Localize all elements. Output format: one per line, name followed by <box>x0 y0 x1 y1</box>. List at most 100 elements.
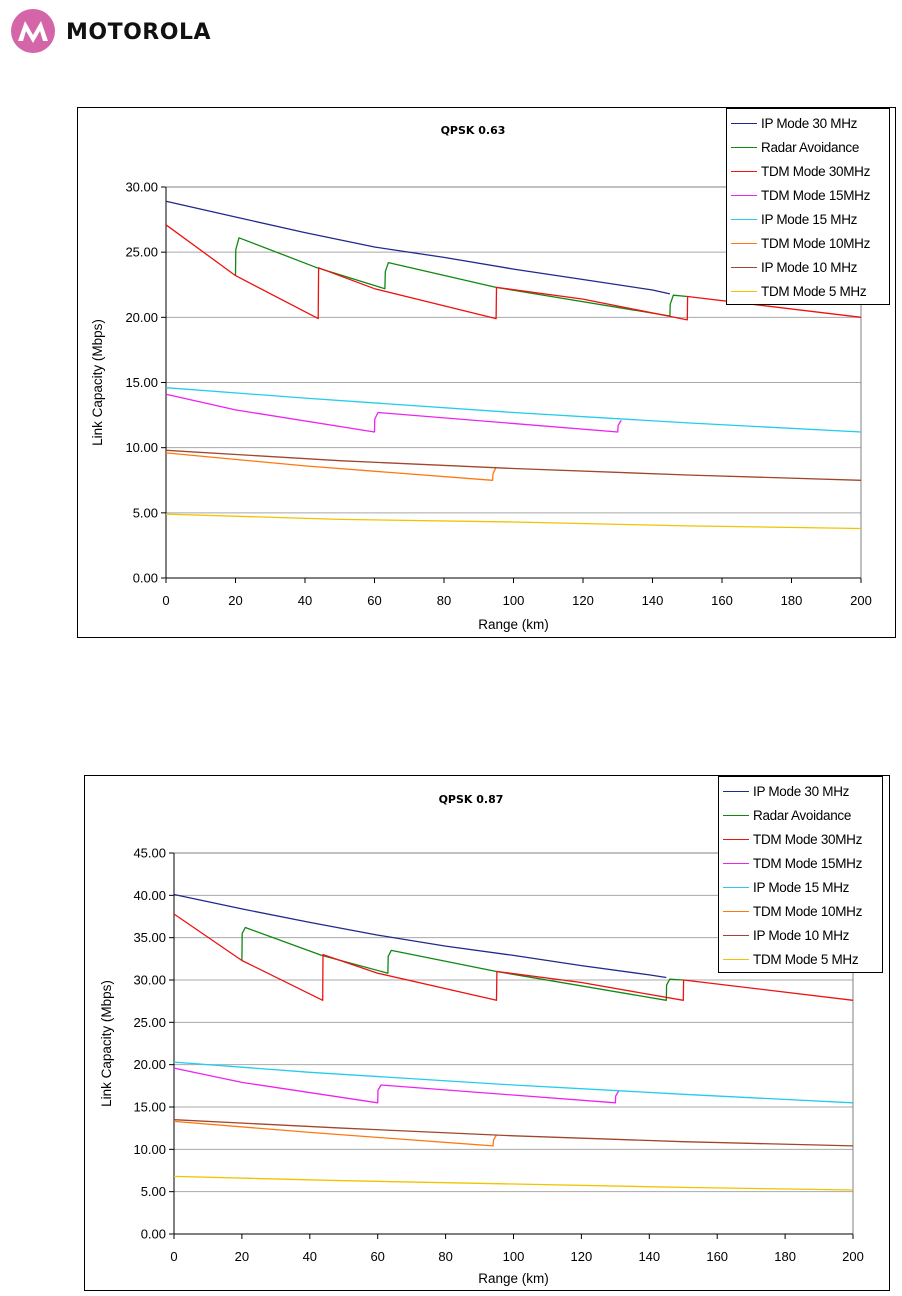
x-tick-label: 120 <box>572 593 594 608</box>
legend-swatch <box>723 790 749 792</box>
chart-qpsk-063: QPSK 0.63 0.00 5.00 10.00 15.00 20.00 25.00 30.… <box>77 107 896 638</box>
legend-swatch <box>723 886 749 888</box>
chart-title: QPSK 0.87 <box>439 793 504 806</box>
y-tick-label: 15.00 <box>133 1100 166 1115</box>
series-line <box>173 1061 854 1104</box>
series-line <box>173 1119 854 1147</box>
series-line <box>165 452 497 481</box>
legend-swatch <box>723 838 749 840</box>
legend-swatch <box>723 862 749 864</box>
legend-label: TDM Mode 10MHz <box>761 235 871 251</box>
x-axis-label: Range (km) <box>478 1271 549 1286</box>
x-tick-label: 120 <box>571 1249 593 1264</box>
x-tick-label: 20 <box>228 593 242 608</box>
legend-item: IP Mode 30 MHz <box>719 779 882 803</box>
legend-label: TDM Mode 15MHz <box>753 855 863 871</box>
legend-label: TDM Mode 10MHz <box>753 903 863 919</box>
x-tick-label: 160 <box>711 593 733 608</box>
legend-label: Radar Avoidance <box>761 139 860 155</box>
legend-item: Radar Avoidance <box>719 803 882 827</box>
x-tick-label: 180 <box>774 1249 796 1264</box>
series-line <box>173 1120 498 1147</box>
x-tick-label: 0 <box>162 593 169 608</box>
series-line <box>165 393 622 433</box>
legend-item: TDM Mode 10MHz <box>727 231 889 255</box>
x-tick-label: 140 <box>642 593 664 608</box>
y-tick-label: 45.00 <box>133 846 166 861</box>
legend-label: TDM Mode 30MHz <box>761 163 871 179</box>
x-tick-label: 200 <box>842 1249 864 1264</box>
brand-name: MOTOROLA <box>66 19 211 45</box>
series-line <box>173 893 667 979</box>
chart-title: QPSK 0.63 <box>441 124 506 137</box>
x-tick-label: 100 <box>503 1249 525 1264</box>
series-line <box>165 387 862 433</box>
y-tick-label: 30.00 <box>133 973 166 988</box>
chart-legend: IP Mode 30 MHz Radar Avoidance TDM Mode 30… <box>726 108 890 305</box>
legend-label: IP Mode 30 MHz <box>761 115 858 131</box>
legend-item: IP Mode 10 MHz <box>727 255 889 279</box>
x-tick-label: 140 <box>638 1249 660 1264</box>
brand-header: MOTOROLA <box>10 8 211 54</box>
series-line <box>173 913 854 1001</box>
legend-swatch <box>723 958 749 960</box>
y-tick-label: 40.00 <box>133 888 166 903</box>
x-tick-label: 160 <box>706 1249 728 1264</box>
legend-item: TDM Mode 30MHz <box>719 827 882 851</box>
legend-swatch <box>731 122 757 124</box>
x-tick-label: 0 <box>170 1249 177 1264</box>
legend-label: TDM Mode 15MHz <box>761 187 871 203</box>
x-axis-label: Range (km) <box>478 617 549 632</box>
y-tick-label: 0.00 <box>133 571 158 586</box>
legend-item: TDM Mode 10MHz <box>719 899 882 923</box>
x-tick-label: 20 <box>235 1249 249 1264</box>
x-tick-label: 80 <box>437 593 451 608</box>
legend-swatch <box>723 934 749 936</box>
legend-swatch <box>731 218 757 220</box>
motorola-logo-icon <box>11 9 55 53</box>
legend-item: IP Mode 15 MHz <box>719 875 882 899</box>
legend-item: IP Mode 15 MHz <box>727 207 889 231</box>
legend-item: TDM Mode 30MHz <box>727 159 889 183</box>
y-tick-label: 5.00 <box>133 505 158 520</box>
y-tick-label: 30.00 <box>125 180 158 195</box>
legend-swatch <box>731 170 757 172</box>
legend-label: TDM Mode 5 MHz <box>761 283 867 299</box>
x-tick-label: 60 <box>370 1249 384 1264</box>
legend-swatch <box>731 194 757 196</box>
legend-label: IP Mode 15 MHz <box>753 879 850 895</box>
x-tick-label: 100 <box>503 593 525 608</box>
legend-swatch <box>723 814 749 816</box>
legend-swatch <box>731 242 757 244</box>
y-tick-label: 15.00 <box>125 375 158 390</box>
legend-label: IP Mode 10 MHz <box>761 259 858 275</box>
y-tick-label: 25.00 <box>125 245 158 260</box>
legend-swatch <box>731 146 757 148</box>
y-tick-label: 10.00 <box>125 440 158 455</box>
legend-swatch <box>731 266 757 268</box>
legend-item: IP Mode 30 MHz <box>727 111 889 135</box>
legend-label: IP Mode 15 MHz <box>761 211 858 227</box>
legend-label: TDM Mode 5 MHz <box>753 951 859 967</box>
legend-label: IP Mode 30 MHz <box>753 783 850 799</box>
y-axis-label: Link Capacity (Mbps) <box>99 980 114 1107</box>
legend-swatch <box>731 290 757 292</box>
y-tick-label: 5.00 <box>141 1184 166 1199</box>
legend-label: Radar Avoidance <box>753 807 852 823</box>
series-line <box>165 224 862 321</box>
legend-item: IP Mode 10 MHz <box>719 923 882 947</box>
chart-qpsk-063-plot: QPSK 0.63 0.00 5.00 10.00 15.00 20.00 25.00 30.… <box>90 124 872 632</box>
legend-swatch <box>723 910 749 912</box>
legend-item: Radar Avoidance <box>727 135 889 159</box>
series-line <box>173 1175 854 1191</box>
chart-qpsk-087: QPSK 0.87 0.00 5.00 10.00 15.00 20.00 25.00 30.… <box>84 775 890 1291</box>
y-axis-label: Link Capacity (Mbps) <box>90 319 105 446</box>
series-line <box>165 449 862 481</box>
x-tick-label: 180 <box>781 593 803 608</box>
legend-item: TDM Mode 5 MHz <box>719 947 882 971</box>
x-tick-label: 200 <box>850 593 872 608</box>
y-tick-label: 35.00 <box>133 930 166 945</box>
chart-legend: IP Mode 30 MHz Radar Avoidance TDM Mode 30… <box>718 776 883 973</box>
series-line <box>165 513 862 530</box>
y-tick-label: 20.00 <box>125 310 158 325</box>
